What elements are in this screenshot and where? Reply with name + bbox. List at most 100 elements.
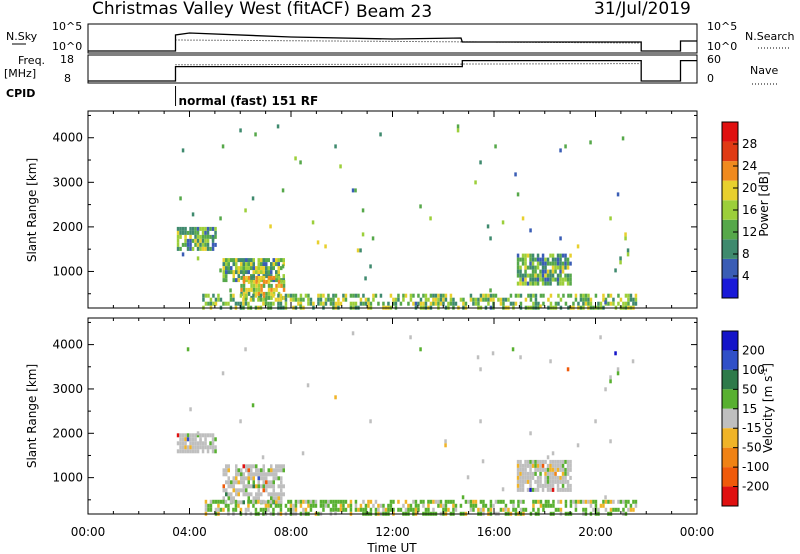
data-cell [196,246,200,251]
data-cell [469,297,473,302]
data-cell [184,234,187,239]
data-cell [227,476,230,481]
data-cell [252,293,255,298]
data-cell [516,463,520,468]
data-cell [546,487,550,492]
data-cell [559,281,562,286]
data-cell [332,301,335,306]
data-cell [549,467,552,472]
data-cell [549,359,552,364]
data-cell [219,216,222,221]
data-cell [472,503,475,508]
data-cell [186,246,190,251]
data-cell [247,480,250,485]
data-cell [609,216,612,221]
data-cell [252,499,255,504]
data-cell [614,507,618,512]
data-cell [554,467,557,472]
data-cell [209,507,213,512]
data-cell [206,445,210,450]
data-cell [602,499,605,504]
velocity-cells [176,331,638,516]
data-cell [539,269,542,274]
data-cell [531,471,535,476]
nsky-tick-high: 10^5 [52,20,82,33]
data-cell [284,297,288,302]
data-cell [519,257,522,262]
data-cell [531,273,535,278]
data-cell [324,244,327,249]
data-cell [629,503,633,508]
data-cell [227,262,230,267]
data-cell [541,487,545,492]
data-cell [299,499,303,504]
data-cell [189,433,192,438]
data-cell [247,262,250,267]
data-cell [547,499,550,504]
data-cell [372,293,375,298]
data-cell [260,266,263,271]
data-cell [211,441,215,446]
data-cell [277,500,280,505]
data-cell [519,499,523,504]
data-cell [534,467,537,472]
data-cell [181,445,185,450]
data-cell [541,257,545,262]
data-cell [617,293,620,298]
data-cell [211,433,215,438]
data-cell [564,499,568,504]
data-cell [551,257,555,262]
data-cell [307,499,310,504]
data-cell [424,297,428,302]
data-cell [532,293,535,298]
data-cell [284,293,288,298]
data-cell [539,304,542,309]
data-cell [280,496,283,501]
data-cell [509,301,513,306]
data-cell [362,499,365,504]
data-cell [280,283,283,288]
data-cell [349,499,353,504]
data-cell [499,301,503,306]
data-cell [227,270,230,275]
data-cell [526,487,530,492]
data-cell [566,281,570,286]
data-cell [297,499,300,504]
data-cell [519,281,522,286]
data-cell [317,293,320,298]
data-cell [494,144,497,149]
data-cell [275,492,278,497]
colorbar-swatch [722,180,738,201]
data-cell [275,262,278,267]
data-cell [564,487,567,492]
data-cell [454,503,458,508]
data-cell [367,503,370,508]
data-cell [546,281,550,286]
data-cell [270,484,273,489]
data-cell [280,488,283,493]
data-cell [222,270,225,275]
data-cell [232,480,235,485]
data-cell [267,266,270,271]
data-cell [272,507,275,512]
data-cell [309,301,313,306]
data-cell [237,472,240,477]
data-cell [532,507,535,512]
data-cell [624,301,628,306]
data-cell [201,441,205,446]
data-cell [309,297,313,302]
data-cell [227,492,230,497]
data-cell [277,476,280,481]
data-cell [250,262,253,267]
data-cell [547,297,550,302]
data-cell [516,281,520,286]
data-cell [434,297,438,302]
data-cell [194,445,197,450]
data-cell [211,246,215,251]
data-cell [524,265,527,270]
data-cell [559,475,562,480]
data-cell [247,492,250,497]
data-cell [454,507,458,512]
data-cell [275,283,278,288]
